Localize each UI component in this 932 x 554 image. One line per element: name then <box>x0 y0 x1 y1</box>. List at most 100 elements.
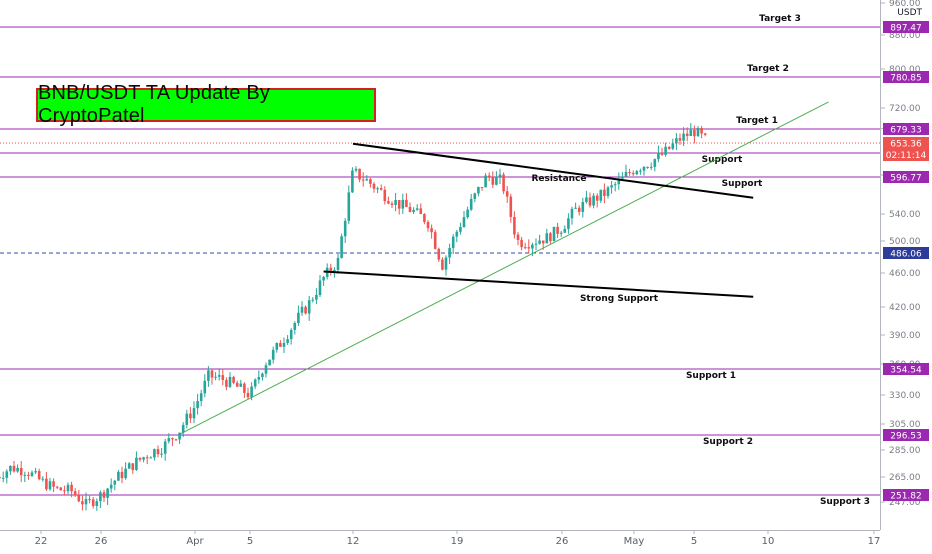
candle-body <box>358 168 361 180</box>
candle-body <box>102 492 106 498</box>
candle-body <box>91 499 95 507</box>
level-name-label: Support <box>702 155 743 165</box>
candle-body <box>66 484 70 492</box>
candle-body <box>138 457 142 460</box>
price-tick-label: 880.00 <box>889 31 921 41</box>
candle-body <box>77 495 81 502</box>
level-price-label: 486.06 <box>890 250 922 260</box>
candle-body <box>329 267 333 272</box>
candle-body <box>253 379 257 387</box>
candle-body <box>675 138 678 144</box>
candle-body <box>333 269 336 272</box>
candle-body <box>592 195 595 206</box>
candle-body <box>16 467 19 472</box>
candle-body <box>451 236 455 248</box>
candle-body <box>45 478 48 490</box>
level-price-label: 596.77 <box>890 174 922 184</box>
candle-body <box>405 199 408 207</box>
candle-body <box>538 240 541 244</box>
candle-body <box>480 187 484 189</box>
price-tick-label: 247.00 <box>889 498 921 508</box>
level-name-label: Target 2 <box>747 64 789 74</box>
candle-body <box>217 375 221 377</box>
candle-body <box>390 203 394 205</box>
candle-body <box>160 453 163 455</box>
candle-body <box>81 501 84 505</box>
time-tick-label: 5 <box>691 536 697 547</box>
candle-body <box>523 247 527 249</box>
candle-body <box>430 228 433 233</box>
candle-body <box>63 490 66 492</box>
candle-body <box>73 491 77 496</box>
time-tick-label: May <box>624 536 645 547</box>
candle-body <box>624 172 628 177</box>
candle-body <box>516 234 520 240</box>
candle-body <box>689 130 693 137</box>
candle-body <box>505 191 509 197</box>
candle-body <box>23 474 27 476</box>
candle-body <box>653 159 657 167</box>
candle-body <box>99 492 102 502</box>
candle-body <box>347 192 351 221</box>
level-price-label: 296.53 <box>890 432 922 442</box>
time-tick-label: 22 <box>35 536 48 547</box>
candle-body <box>37 471 41 480</box>
candle-body <box>149 457 153 459</box>
candle-body <box>88 499 91 501</box>
time-tick-label: 10 <box>762 536 775 547</box>
candle-body <box>19 467 23 476</box>
annotation-line <box>352 142 754 199</box>
candle-body <box>437 248 441 260</box>
candle-body <box>361 179 365 181</box>
price-tick-label: 305.00 <box>889 420 921 430</box>
candle-body <box>678 138 682 141</box>
candle-body <box>199 393 203 402</box>
candle-body <box>628 172 631 174</box>
candle-body <box>577 207 581 212</box>
candle-body <box>181 424 185 433</box>
candle-body <box>210 370 214 378</box>
candle-body <box>9 465 12 472</box>
candle-body <box>631 173 635 175</box>
candle-body <box>340 236 343 258</box>
candle-body <box>502 174 505 192</box>
level-price-label: 354.54 <box>890 366 922 376</box>
candle-body <box>196 401 199 409</box>
level-price-label: 780.85 <box>890 74 922 84</box>
candle-body <box>48 481 52 490</box>
candle-body <box>495 176 498 185</box>
candle-body <box>163 441 167 454</box>
time-tick-label: 26 <box>556 536 569 547</box>
candle-body <box>559 232 563 234</box>
candle-body <box>214 376 217 378</box>
candle-body <box>455 231 459 237</box>
level-price-tag <box>883 123 929 135</box>
candle-body <box>448 247 451 258</box>
candle-body <box>235 382 239 387</box>
candle-body <box>228 376 232 387</box>
candle-body <box>588 197 592 206</box>
candle-body <box>275 343 279 350</box>
candle-body <box>617 178 621 185</box>
candle-body <box>387 201 390 204</box>
candle-body <box>282 342 286 347</box>
candle-body <box>189 413 192 419</box>
candle-body <box>610 185 613 188</box>
candle-body <box>574 207 577 209</box>
candle-body <box>293 322 297 330</box>
level-price-label: 679.33 <box>890 126 922 136</box>
candle-body <box>372 183 376 189</box>
candle-body <box>106 488 109 498</box>
candle-body <box>34 471 37 473</box>
currency-label: USDT <box>897 8 922 18</box>
time-tick-label: 19 <box>451 536 464 547</box>
candle-body <box>232 376 235 383</box>
countdown-label: 02:11:14 <box>886 151 927 161</box>
current-price-tag <box>883 137 929 161</box>
candle-body <box>606 187 610 196</box>
candle-body <box>243 383 246 393</box>
candle-body <box>55 486 59 488</box>
level-price-tag <box>883 429 929 441</box>
level-price-tag <box>883 171 929 183</box>
candle-body <box>599 189 603 201</box>
